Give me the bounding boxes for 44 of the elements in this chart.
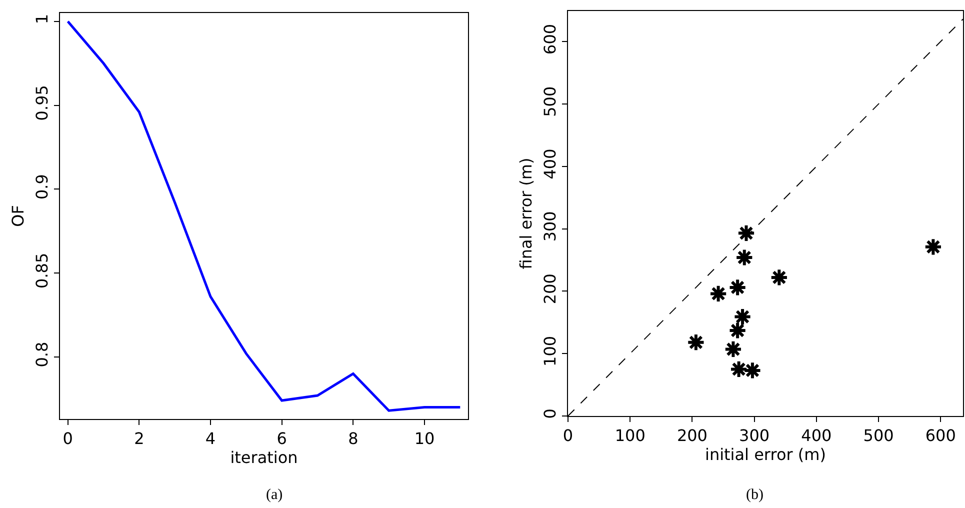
x-tick-label: 0 [562,426,574,446]
point [728,321,747,340]
point [736,224,756,242]
x-tick-label: 6 [276,429,287,448]
y-axis-title: final error (m) [516,158,536,270]
y-tick-label: 0 [540,408,560,419]
x-tick-label: 600 [925,426,956,446]
point [743,361,762,380]
point [709,284,728,303]
y-tick-label: 1 [32,14,52,24]
point [729,360,748,378]
x-tick-label: 8 [348,429,358,448]
y-axis-title: OF [8,205,28,227]
y-tick-label: 0.85 [32,252,52,288]
y-tick-label: 0.9 [32,174,52,200]
x-axis-title: initial error (m) [705,445,826,464]
point [924,238,942,256]
point [724,340,742,359]
text: (b) [746,487,764,503]
point [686,333,706,352]
point [770,268,788,287]
y-tick-label: 0.8 [32,342,52,368]
line-series [66,20,462,412]
text: (a) [266,487,283,503]
point [733,307,752,326]
x-tick-label: 4 [205,429,216,448]
y-tick-label: 100 [540,336,560,366]
x-tick-label: 0 [62,429,73,448]
x-tick-label: 400 [801,426,832,446]
x-tick-label: 300 [739,426,770,446]
point [735,248,754,267]
x-tick-label: 100 [614,426,646,446]
x-tick-label: 500 [863,426,894,446]
y-tick-label: 600 [540,24,560,54]
y-tick-label: 400 [540,148,560,180]
y-tick-label: 300 [540,211,560,242]
y-tick-label: 500 [540,86,560,117]
y-tick-label: 200 [540,274,560,304]
point [728,278,747,297]
x-tick-label: 2 [134,429,144,448]
y-tick-label: 0.95 [32,85,52,121]
x-tick-label: 200 [676,426,708,446]
x-axis-title: iteration [230,448,298,468]
x-tick-label: 10 [414,429,435,448]
